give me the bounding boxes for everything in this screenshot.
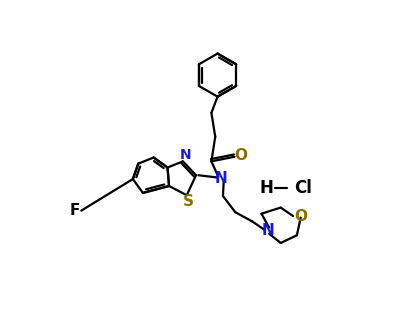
Text: N: N bbox=[261, 223, 274, 238]
Text: N: N bbox=[215, 171, 228, 186]
Text: N: N bbox=[179, 148, 191, 162]
Text: S: S bbox=[183, 194, 194, 209]
Text: O: O bbox=[294, 209, 307, 224]
Text: F: F bbox=[70, 203, 80, 218]
Text: H: H bbox=[259, 179, 273, 197]
Text: Cl: Cl bbox=[294, 179, 312, 197]
Text: O: O bbox=[234, 148, 247, 163]
